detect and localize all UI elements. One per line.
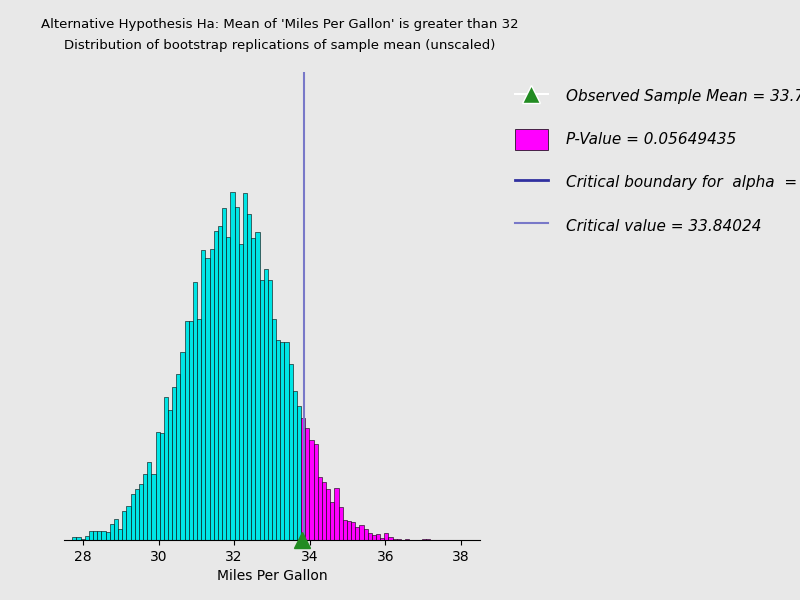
Bar (359, 526, 363, 540)
Bar (93, 531, 98, 540)
Bar (81, 539, 85, 540)
Bar (134, 490, 139, 540)
Bar (363, 529, 368, 540)
Bar (214, 231, 218, 540)
Bar (268, 280, 272, 540)
Text: Alternative Hypothesis Ha: Mean of 'Miles Per Gallon' is greater than 32: Alternative Hypothesis Ha: Mean of 'Mile… (41, 18, 519, 31)
Bar (206, 258, 210, 540)
Legend: Observed Sample Mean = 33.78171, P-Value = 0.05649435, Critical boundary for  al: Observed Sample Mean = 33.78171, P-Value… (509, 80, 800, 242)
Bar (338, 507, 342, 540)
Bar (202, 250, 206, 540)
Bar (314, 445, 318, 540)
Bar (342, 520, 347, 540)
Bar (98, 531, 102, 540)
Bar (289, 364, 293, 540)
Bar (376, 534, 380, 540)
Bar (110, 524, 114, 540)
Bar (234, 206, 238, 540)
Bar (89, 531, 93, 540)
Bar (310, 440, 314, 540)
Bar (185, 320, 189, 540)
Bar (106, 532, 110, 540)
Bar (160, 433, 164, 540)
Bar (151, 474, 155, 540)
Bar (164, 397, 168, 540)
Bar (114, 518, 118, 540)
X-axis label: Miles Per Gallon: Miles Per Gallon (217, 569, 327, 583)
Bar (259, 280, 264, 540)
Bar (405, 539, 410, 540)
Bar (272, 319, 276, 540)
Bar (297, 406, 301, 540)
Bar (181, 352, 185, 540)
Bar (384, 533, 389, 540)
Bar (102, 531, 106, 540)
Bar (139, 484, 143, 540)
Bar (276, 340, 280, 540)
Bar (247, 214, 251, 540)
Bar (143, 474, 147, 540)
Bar (168, 410, 172, 540)
Bar (226, 237, 230, 540)
Bar (380, 538, 384, 540)
Bar (72, 537, 77, 540)
Text: Distribution of bootstrap replications of sample mean (unscaled): Distribution of bootstrap replications o… (64, 39, 496, 52)
Bar (210, 250, 214, 540)
Bar (306, 428, 310, 540)
Bar (218, 226, 222, 540)
Bar (318, 476, 322, 540)
Bar (238, 244, 243, 540)
Bar (422, 539, 426, 540)
Bar (197, 319, 202, 540)
Bar (155, 432, 160, 540)
Bar (243, 193, 247, 540)
Bar (85, 536, 89, 540)
Bar (126, 506, 130, 540)
Bar (368, 533, 372, 540)
Bar (285, 342, 289, 540)
Bar (189, 320, 193, 540)
Bar (222, 208, 226, 540)
Bar (193, 281, 197, 540)
Bar (397, 539, 401, 540)
Bar (147, 462, 151, 540)
Bar (334, 488, 338, 540)
Bar (372, 535, 376, 540)
Bar (77, 537, 81, 540)
Bar (301, 418, 306, 540)
Bar (426, 539, 430, 540)
Bar (326, 490, 330, 540)
Bar (355, 527, 359, 540)
Bar (130, 494, 134, 540)
Bar (230, 192, 234, 540)
Bar (347, 520, 351, 540)
Bar (176, 374, 181, 540)
Bar (280, 342, 285, 540)
Bar (330, 502, 334, 540)
Bar (264, 269, 268, 540)
Bar (122, 511, 126, 540)
Bar (351, 523, 355, 540)
Bar (393, 539, 397, 540)
Bar (251, 238, 255, 540)
Bar (293, 391, 297, 540)
Bar (172, 387, 176, 540)
Bar (255, 232, 259, 540)
Bar (389, 537, 393, 540)
Bar (118, 529, 122, 540)
Bar (322, 481, 326, 540)
